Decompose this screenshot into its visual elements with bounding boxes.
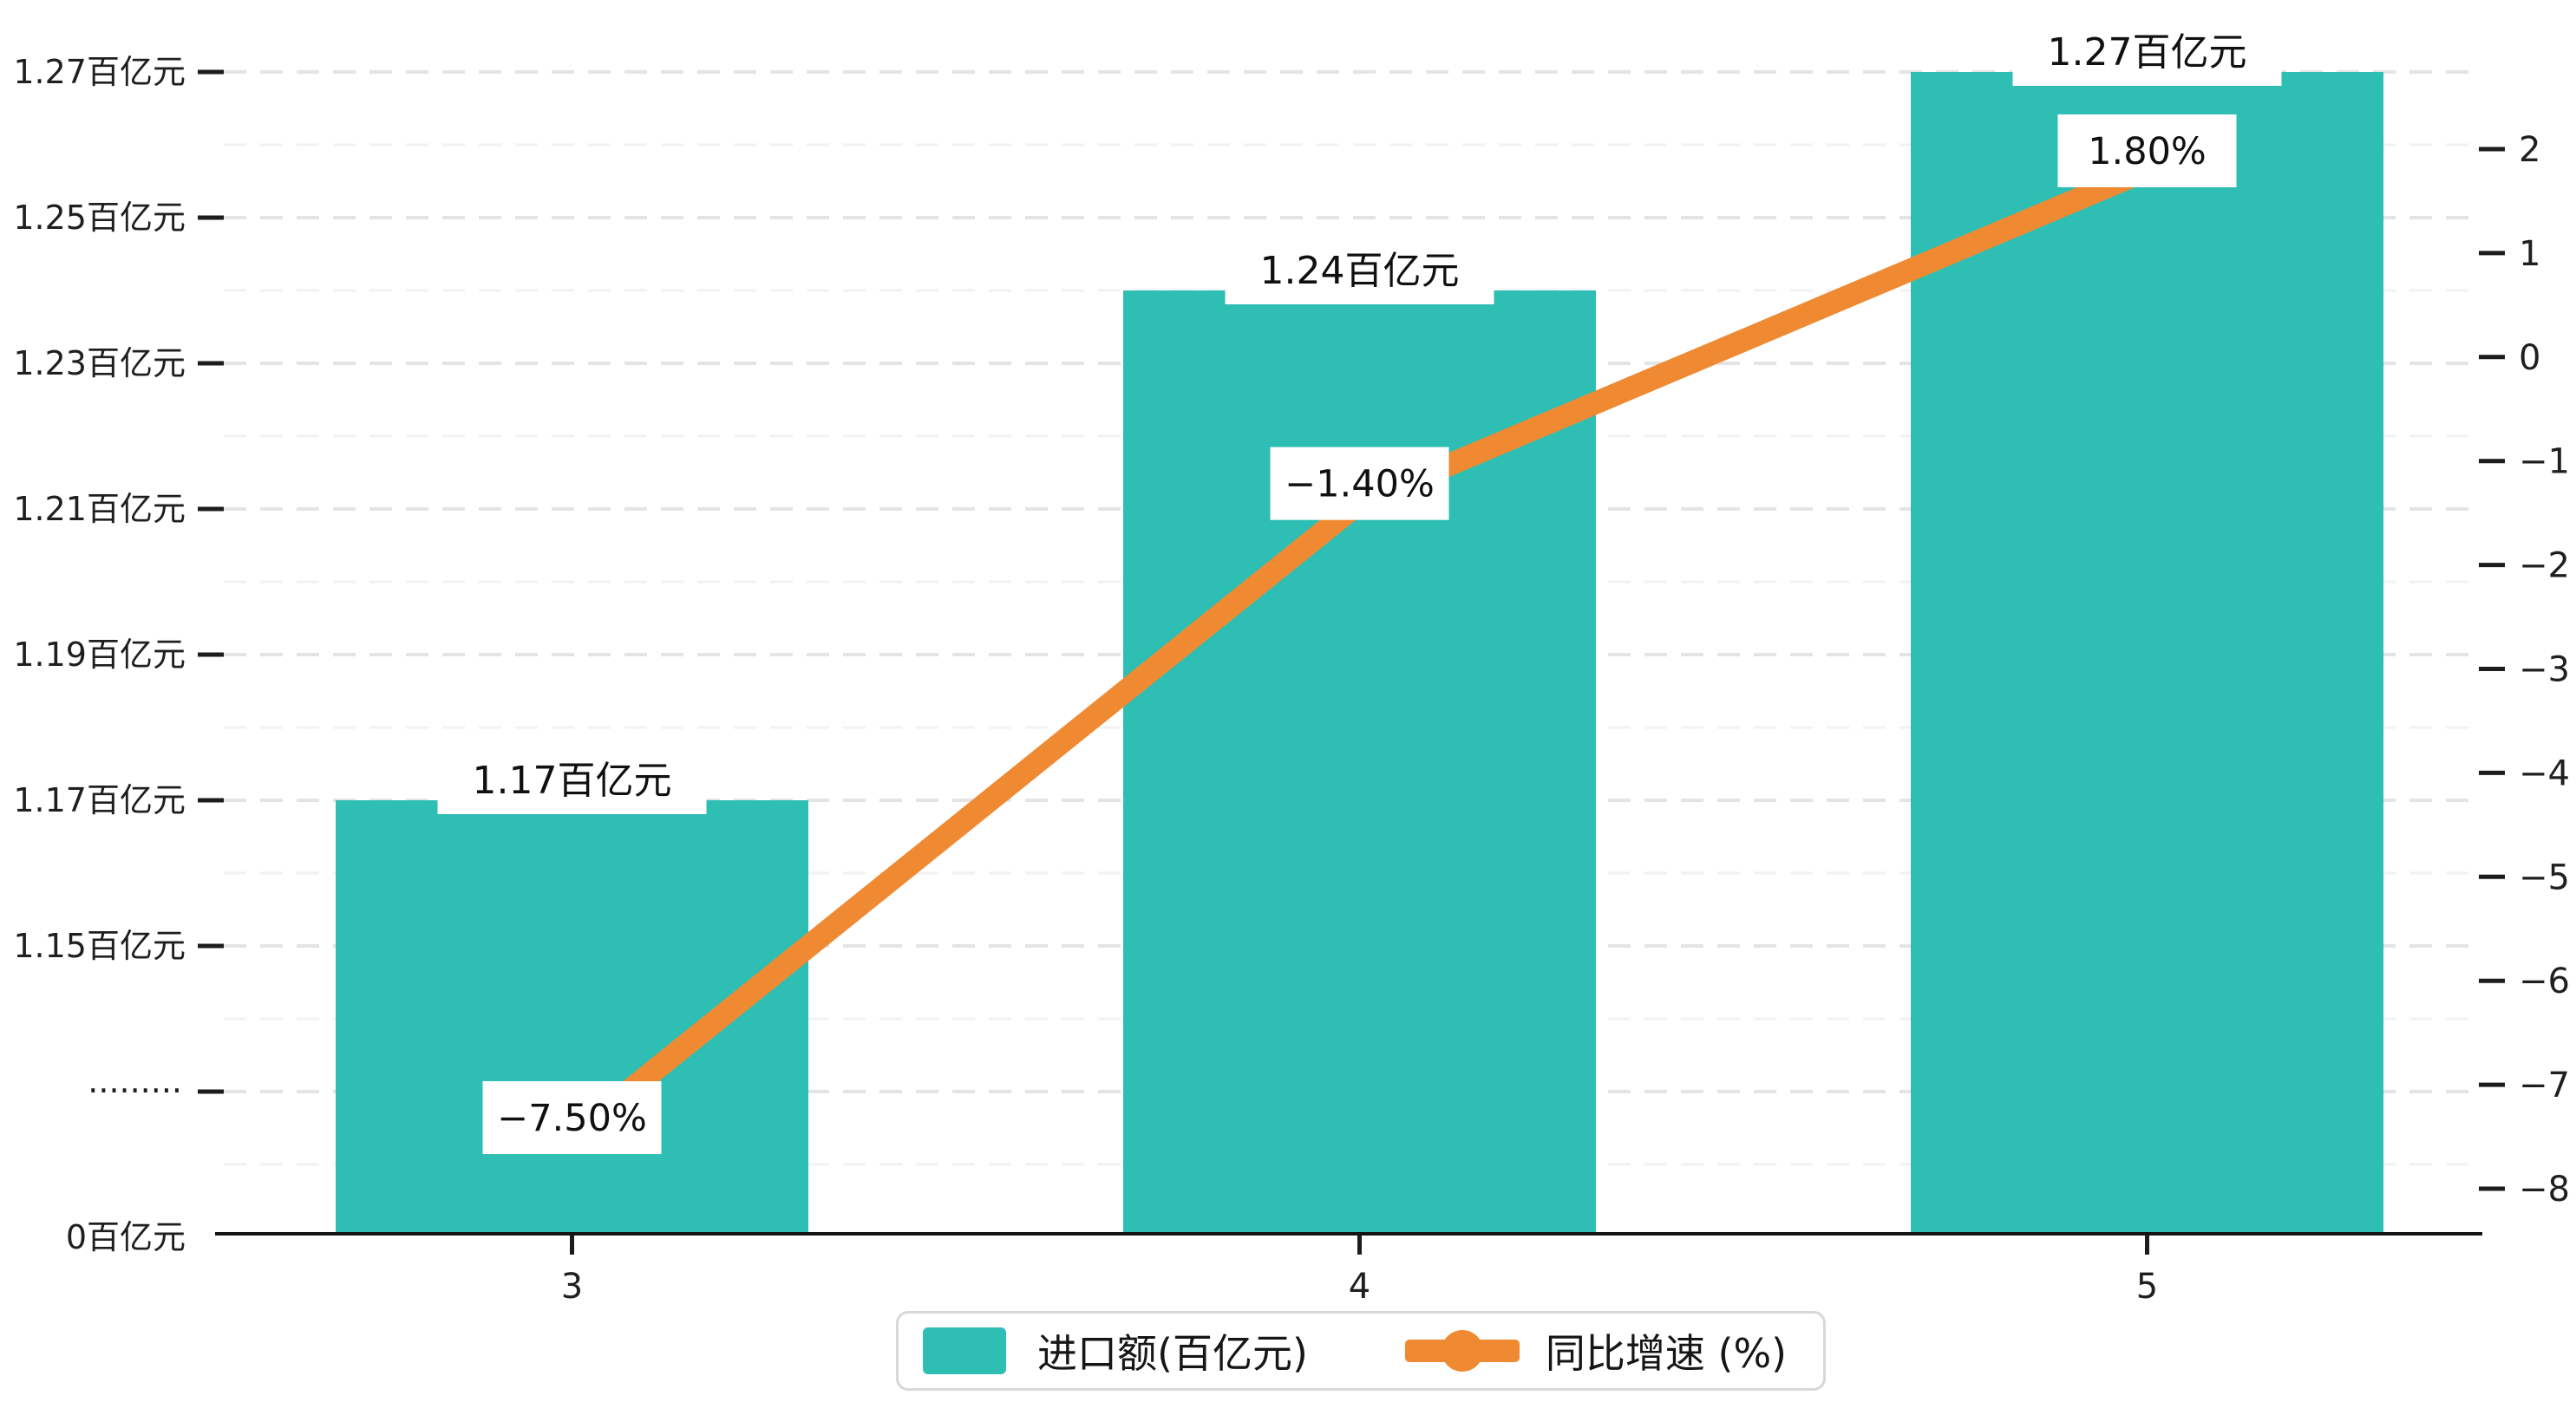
bar-value-label-bg bbox=[1225, 235, 1494, 304]
rate-value-label-bg bbox=[2057, 114, 2237, 187]
left-axis-label: 1.15百亿元 bbox=[13, 927, 186, 965]
left-axis-label: 1.21百亿元 bbox=[13, 490, 186, 528]
left-axis-zero-label: 0百亿元 bbox=[66, 1218, 186, 1256]
legend-line-swatch-icon[interactable] bbox=[1404, 1329, 1520, 1373]
right-axis-label: 2 bbox=[2519, 130, 2540, 170]
right-axis-label: 1 bbox=[2519, 234, 2540, 274]
rate-value-label-bg bbox=[1270, 447, 1449, 520]
legend: 进口额(百亿元) 同比增速 (%) bbox=[896, 1311, 1826, 1391]
bar-value-label: 1.17百亿元 bbox=[473, 759, 672, 803]
x-axis-label: 4 bbox=[1349, 1267, 1370, 1307]
rate-value-label: 1.80% bbox=[2088, 130, 2207, 173]
legend-line-dot bbox=[1441, 1330, 1483, 1372]
right-axis-label: 0 bbox=[2519, 338, 2540, 378]
right-axis-label: −8 bbox=[2519, 1170, 2570, 1210]
right-axis-label: −7 bbox=[2519, 1066, 2570, 1105]
legend-line-label[interactable]: 同比增速 (%) bbox=[1545, 1330, 1788, 1377]
bar-value-label-bg bbox=[437, 745, 707, 814]
left-axis-label: 1.23百亿元 bbox=[13, 344, 186, 382]
x-axis-label: 5 bbox=[2136, 1267, 2158, 1307]
right-axis-label: −2 bbox=[2519, 546, 2570, 586]
rate-value-label: −7.50% bbox=[497, 1097, 647, 1140]
bar-value-label: 1.27百亿元 bbox=[2048, 30, 2247, 75]
left-axis-label: 1.25百亿元 bbox=[13, 199, 186, 237]
rate-value-label: −1.40% bbox=[1285, 463, 1435, 506]
right-axis-label: −5 bbox=[2519, 857, 2570, 897]
left-axis-label: 1.17百亿元 bbox=[13, 781, 186, 819]
right-axis-label: −6 bbox=[2519, 962, 2570, 1001]
axis-break-marker: ········· bbox=[88, 1072, 182, 1110]
bar-value-label-bg bbox=[2012, 16, 2282, 86]
legend-bar-label[interactable]: 进口额(百亿元) bbox=[1037, 1330, 1308, 1377]
left-axis-label: 1.19百亿元 bbox=[13, 636, 186, 674]
bar-5[interactable] bbox=[1911, 72, 2383, 1234]
right-axis-label: −3 bbox=[2519, 650, 2570, 690]
rate-value-label-bg bbox=[482, 1081, 662, 1155]
legend-bar-swatch-icon[interactable] bbox=[923, 1327, 1006, 1374]
x-axis-label: 3 bbox=[561, 1267, 583, 1307]
bar-value-label: 1.24百亿元 bbox=[1260, 249, 1460, 293]
right-axis-label: −1 bbox=[2519, 442, 2570, 482]
left-axis-label: 1.27百亿元 bbox=[13, 53, 186, 91]
right-axis-label: −4 bbox=[2519, 753, 2570, 793]
